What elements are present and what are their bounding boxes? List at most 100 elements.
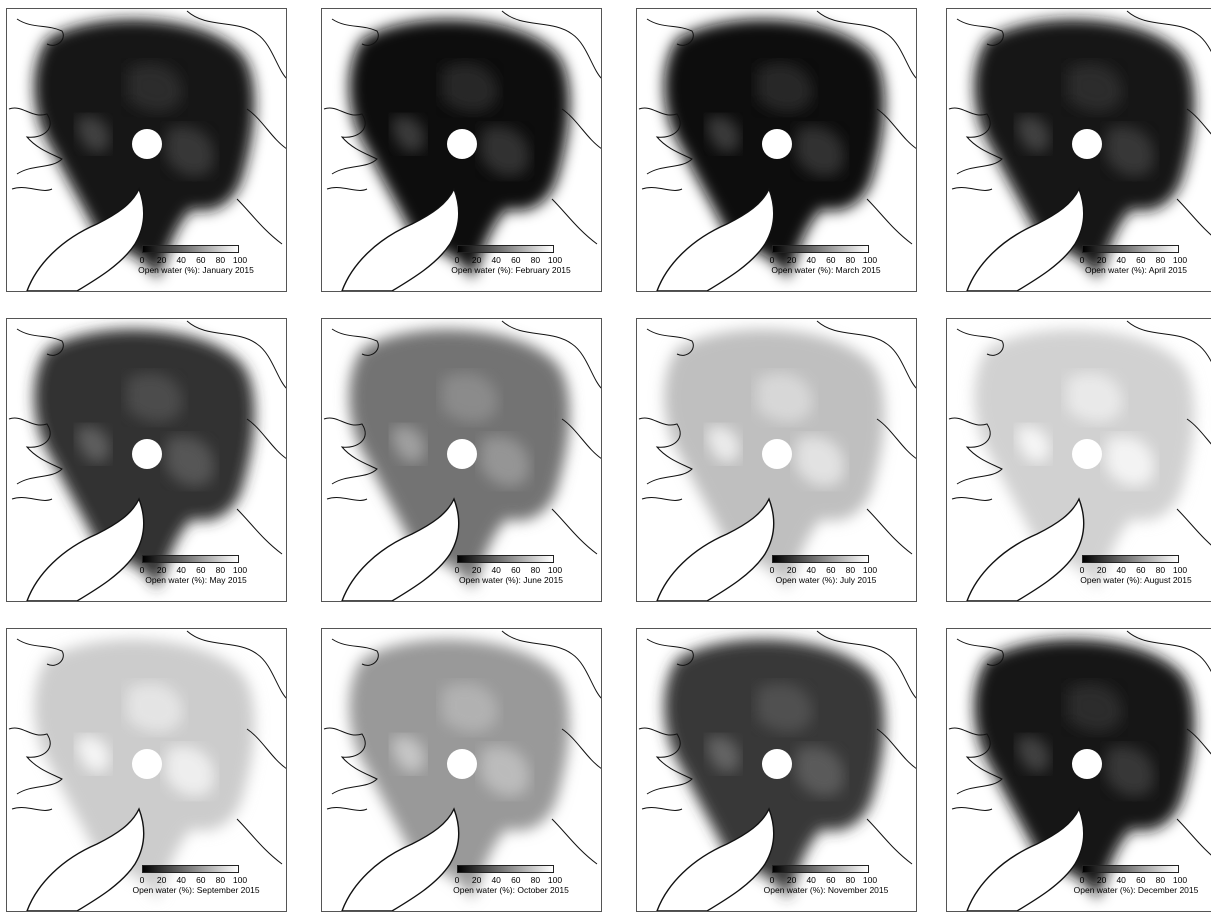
concentration-patch xyxy=(795,746,845,797)
concentration-patch xyxy=(1105,126,1155,177)
eurasian-coast xyxy=(186,630,286,865)
canadian-archipelago-coast xyxy=(8,107,63,191)
colorbar-tick-label: 40 xyxy=(806,255,816,265)
colorbar-tick-label: 0 xyxy=(454,565,460,575)
map-panel: 0 20 40 60 80 100 Open water (%): June 2015 xyxy=(321,318,602,602)
pole-hole xyxy=(132,439,162,469)
concentration-patch xyxy=(442,683,498,733)
alaska-coast xyxy=(646,638,694,666)
eurasian-coast xyxy=(501,630,601,865)
eurasian-coast xyxy=(186,10,286,245)
colorbar-tick-label: 40 xyxy=(176,565,186,575)
colorbar-tick-label: 40 xyxy=(1116,565,1126,575)
colorbar-gradient xyxy=(772,865,869,873)
arctic-map xyxy=(323,630,601,911)
colorbar-legend: 0 20 40 60 80 100 Open water (%): February 201… xyxy=(451,245,571,281)
colorbar-gradient xyxy=(1082,865,1179,873)
canadian-archipelago-coast xyxy=(638,727,693,811)
colorbar-tick-label: 100 xyxy=(232,565,248,575)
pole-hole xyxy=(762,129,792,159)
colorbar-tick-label: 100 xyxy=(232,255,248,265)
colorbar-tick-label: 40 xyxy=(806,875,816,885)
colorbar-tick-label: 0 xyxy=(139,875,145,885)
canadian-archipelago-coast xyxy=(323,417,378,501)
colorbar-ticks: 0 20 40 60 80 100 xyxy=(451,875,563,885)
greenland-landmass xyxy=(656,497,775,601)
colorbar-tick-label: 40 xyxy=(491,565,501,575)
colorbar-tick-label: 40 xyxy=(1116,875,1126,885)
greenland-landmass xyxy=(966,807,1085,911)
colorbar-tick-label: 80 xyxy=(845,255,856,265)
colorbar-tick-label: 20 xyxy=(156,875,167,885)
panel-caption: Open water (%): July 2015 xyxy=(775,575,877,585)
canadian-archipelago-coast xyxy=(8,727,63,811)
colorbar-tick-label: 80 xyxy=(530,565,541,575)
canadian-archipelago-coast xyxy=(8,417,63,501)
colorbar-tick-label: 60 xyxy=(511,565,521,575)
alaska-coast xyxy=(956,638,1004,666)
concentration-patch xyxy=(757,373,813,423)
concentration-patch xyxy=(757,63,813,113)
colorbar-tick-label: 80 xyxy=(1155,875,1166,885)
colorbar-legend: 0 20 40 60 80 100 Open water (%): April 2015 xyxy=(1080,245,1187,281)
alaska-coast xyxy=(956,18,1004,46)
arctic-map xyxy=(948,10,1211,291)
colorbar-legend: 0 20 40 60 80 100 Open water (%): November 201… xyxy=(764,865,888,901)
colorbar-gradient xyxy=(772,245,869,253)
alaska-coast xyxy=(16,638,64,666)
canadian-archipelago-coast xyxy=(948,107,1003,191)
map-panel: 0 20 40 60 80 100 Open water (%): January 2015 xyxy=(6,8,287,292)
colorbar-gradient xyxy=(142,865,239,873)
colorbar-gradient xyxy=(457,865,554,873)
greenland-landmass xyxy=(656,807,775,911)
arctic-map xyxy=(638,320,916,601)
arctic-map xyxy=(8,630,286,911)
panel-caption: Open water (%): April 2015 xyxy=(1084,265,1188,275)
arctic-map xyxy=(8,10,286,291)
colorbar-tick-label: 60 xyxy=(511,875,521,885)
colorbar-ticks: 0 20 40 60 80 100 xyxy=(766,565,878,575)
colorbar-tick-label: 20 xyxy=(786,565,797,575)
canadian-archipelago-coast xyxy=(948,727,1003,811)
concentration-patch xyxy=(392,426,425,463)
canadian-archipelago-coast xyxy=(323,727,378,811)
panel-caption: Open water (%): February 2015 xyxy=(451,265,571,275)
alaska-coast xyxy=(331,638,379,666)
colorbar-gradient xyxy=(142,555,239,563)
colorbar-tick-label: 0 xyxy=(769,875,775,885)
colorbar-tick-label: 60 xyxy=(1136,255,1146,265)
arctic-map xyxy=(948,630,1211,911)
map-panel: 0 20 40 60 80 100 Open water (%): February 201… xyxy=(321,8,602,292)
alaska-coast xyxy=(331,328,379,356)
concentration-patch xyxy=(1017,426,1050,463)
alaska-coast xyxy=(646,18,694,46)
alaska-coast xyxy=(16,18,64,46)
eurasian-coast xyxy=(501,10,601,245)
colorbar-gradient xyxy=(1082,245,1179,253)
panel-caption: Open water (%): December 2015 xyxy=(1073,885,1199,895)
pole-hole xyxy=(1072,749,1102,779)
concentration-patch xyxy=(1067,373,1123,423)
map-panel: 0 20 40 60 80 100 Open water (%): November 201… xyxy=(636,628,917,912)
eurasian-coast xyxy=(1126,320,1211,546)
colorbar-ticks: 0 20 40 60 80 100 xyxy=(136,255,248,265)
eurasian-coast xyxy=(816,630,916,865)
colorbar-gradient xyxy=(1082,555,1179,563)
arctic-map xyxy=(323,320,601,601)
concentration-patch xyxy=(480,126,530,177)
concentration-patch xyxy=(165,436,215,487)
colorbar-legend: 0 20 40 60 80 100 Open water (%): December 201… xyxy=(1074,865,1198,901)
alaska-coast xyxy=(331,18,379,46)
concentration-patch xyxy=(1067,63,1123,113)
colorbar-tick-label: 60 xyxy=(1136,875,1146,885)
colorbar-tick-label: 80 xyxy=(530,875,541,885)
arctic-map xyxy=(8,320,286,601)
colorbar-tick-label: 100 xyxy=(862,565,878,575)
colorbar-tick-label: 0 xyxy=(769,565,775,575)
panel-caption: Open water (%): June 2015 xyxy=(459,575,563,585)
pole-hole xyxy=(132,129,162,159)
concentration-patch xyxy=(442,373,498,423)
colorbar-ticks: 0 20 40 60 80 100 xyxy=(136,875,248,885)
pole-hole xyxy=(1072,129,1102,159)
concentration-patch xyxy=(795,436,845,487)
